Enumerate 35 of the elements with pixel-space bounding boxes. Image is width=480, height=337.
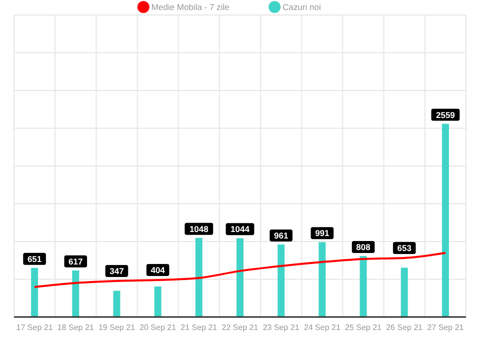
x-tick-label: 25 Sep 21 (345, 323, 382, 332)
bar (318, 242, 326, 317)
data-label: 991 (315, 228, 330, 238)
data-label: 404 (150, 265, 166, 276)
data-label: 1044 (230, 224, 250, 234)
bar (31, 268, 38, 317)
x-tick-label: 27 Sep 21 (427, 323, 464, 332)
x-tick-label: 19 Sep 21 (98, 323, 136, 332)
x-tick-label: 17 Sep 21 (16, 323, 54, 332)
bar (360, 256, 367, 317)
data-label: 808 (356, 242, 371, 252)
data-label: 2559 (436, 110, 456, 120)
data-label: 651 (27, 254, 42, 264)
bar (195, 238, 202, 317)
data-label: 1048 (189, 224, 209, 234)
legend-label: Medie Mobila - 7 zile (151, 2, 230, 12)
x-tick-label: 24 Sep 21 (304, 323, 341, 332)
bar (154, 286, 162, 317)
bar (442, 124, 449, 317)
x-tick-label: 21 Sep 21 (180, 323, 218, 332)
x-tick-label: 23 Sep 21 (262, 323, 300, 332)
x-tick-label: 22 Sep 21 (222, 323, 259, 332)
bar (236, 238, 244, 317)
bar (400, 268, 408, 317)
data-label: 961 (274, 230, 288, 240)
x-tick-label: 18 Sep 21 (57, 323, 94, 332)
bar (72, 270, 80, 317)
bar (278, 244, 285, 317)
legend-label: Cazuri noi (282, 2, 321, 12)
x-tick-label: 26 Sep 21 (386, 323, 424, 332)
data-label: 653 (397, 242, 412, 253)
x-tick-label: 20 Sep 21 (140, 323, 177, 332)
data-label: 347 (110, 266, 124, 276)
bar (113, 290, 120, 317)
data-label: 617 (68, 256, 83, 266)
